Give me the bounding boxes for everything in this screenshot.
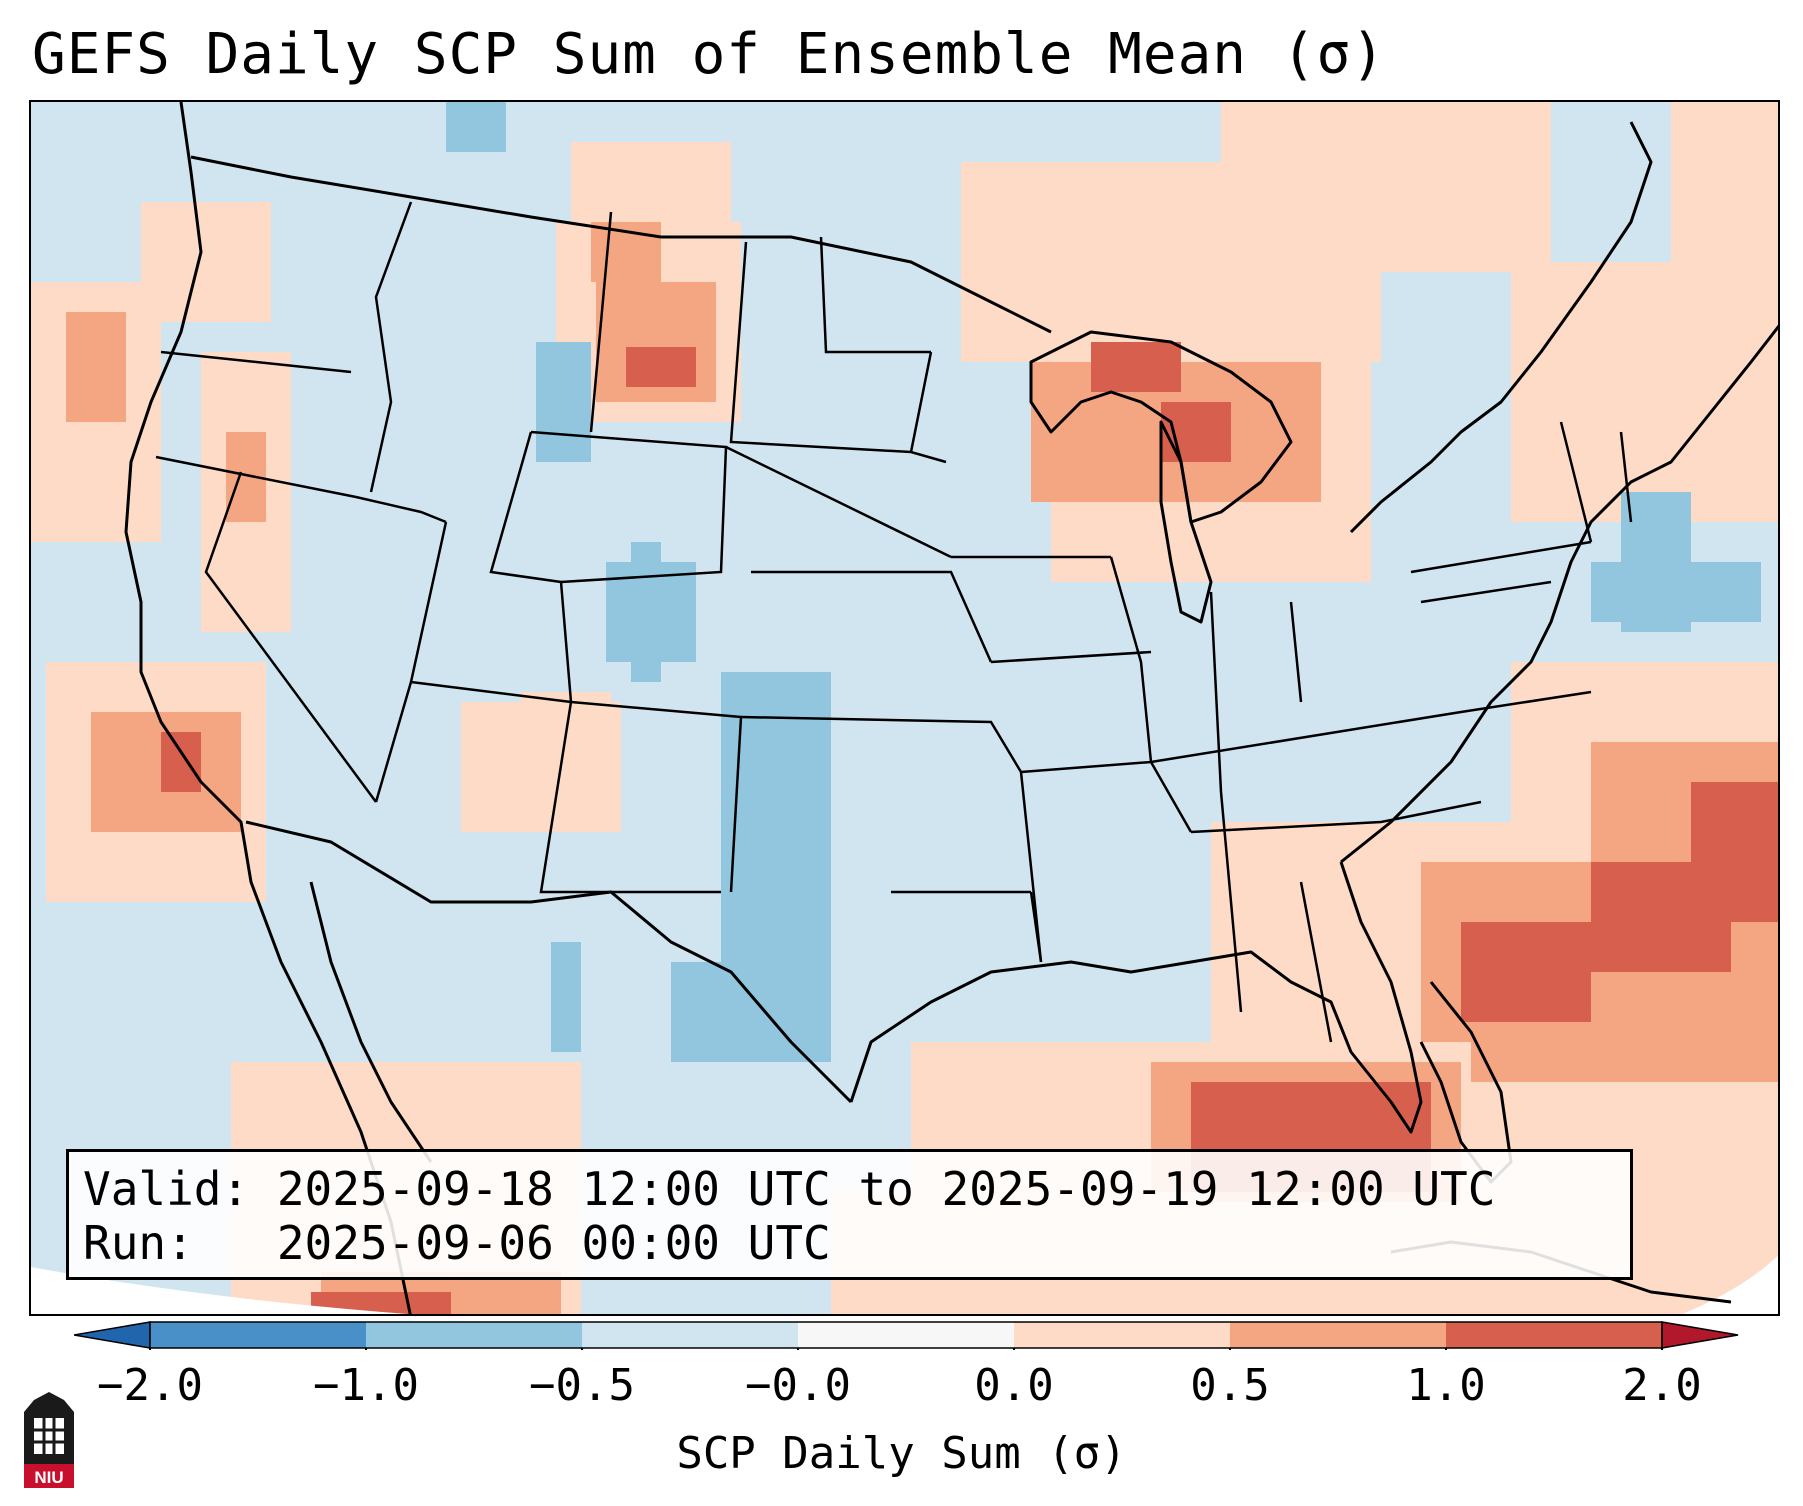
cell-dark-red [626, 347, 696, 387]
state-borders [155, 201, 1633, 1043]
niu-logo-icon: NIU [24, 1392, 74, 1488]
projection-edge [1682, 1255, 1778, 1314]
state-border [155, 455, 357, 499]
colorbar-segment [1014, 1322, 1230, 1348]
cell-light-blue [536, 342, 591, 462]
state-border [1619, 431, 1633, 523]
cell-dark-red [1091, 342, 1181, 392]
map-panel [29, 100, 1780, 1316]
colorbar-outline [149, 1321, 1663, 1349]
baja-coastline [309, 881, 433, 1163]
valid-time-text: Valid: 2025-09-18 12:00 UTC to 2025-09-1… [83, 1162, 1496, 1216]
colorbar-extend-high [1661, 1321, 1739, 1349]
state-border [751, 570, 993, 663]
cell-light-blue [671, 962, 831, 1062]
state-border [160, 350, 352, 374]
pacific-coastline [124, 102, 412, 1314]
colorbar-extend-low [74, 1321, 151, 1349]
colorbar-segment [1230, 1322, 1446, 1348]
state-border [1109, 556, 1153, 763]
colorbar-tick-label: 0.0 [974, 1360, 1054, 1411]
colorbar-segment [798, 1322, 1014, 1348]
cell-light-blue [721, 672, 831, 992]
colorbar-tick-label: 2.0 [1622, 1360, 1702, 1411]
state-border [740, 715, 1023, 773]
state-border [1410, 540, 1592, 574]
state-border [1150, 690, 1592, 764]
niu-logo-text: NIU [34, 1468, 63, 1487]
state-border [1209, 591, 1223, 793]
lake-michigan-outline [1159, 420, 1213, 624]
state-border [204, 471, 378, 803]
valid-run-info-box: Valid: 2025-09-18 12:00 UTC to 2025-09-1… [66, 1149, 1633, 1280]
colorbar-segment [1446, 1322, 1662, 1348]
cell-light-red [1511, 262, 1778, 522]
cell-light-blue [551, 942, 581, 1052]
state-border [1029, 891, 1043, 963]
colorbar-tick-label: −2.0 [97, 1360, 203, 1411]
cell-dark-red [161, 732, 201, 792]
us-canada-border [190, 155, 1052, 334]
run-time-text: Run: 2025-09-06 00:00 UTC [83, 1216, 831, 1270]
state-border [1299, 881, 1333, 1043]
state-border [729, 241, 947, 464]
state-border [1559, 421, 1593, 543]
cell-light-blue [1591, 562, 1761, 622]
colorbar-label: SCP Daily Sum (σ) [676, 1428, 1127, 1479]
cell-light-red [1181, 202, 1381, 362]
cell-mid-red [66, 312, 126, 422]
state-border [1190, 800, 1482, 834]
state-border [819, 236, 931, 354]
state-border [489, 431, 573, 703]
colorbar-tick-label: −1.0 [313, 1360, 419, 1411]
cell-dark-red [1161, 402, 1231, 462]
atlantic-coastline [1340, 324, 1778, 864]
state-border [530, 430, 728, 584]
state-border [729, 716, 743, 893]
east-canada-coast [1349, 121, 1653, 534]
coastlines [124, 102, 1778, 1314]
gulf-coastline [849, 861, 1423, 1134]
colorbar-segment [366, 1322, 582, 1348]
colorbar-segment [582, 1322, 798, 1348]
cell-dark-red [1691, 782, 1778, 922]
state-border [355, 495, 447, 524]
colorbar-ticks [149, 1348, 1663, 1350]
projection-edge [31, 1267, 408, 1314]
colorbar-tick-label: 0.5 [1190, 1360, 1270, 1411]
page-title: GEFS Daily SCP Sum of Ensemble Mean (σ) [32, 22, 1386, 87]
state-border [990, 650, 1152, 664]
state-border [1420, 580, 1552, 604]
state-border [539, 701, 721, 894]
colorbar-tick-label: −0.0 [745, 1360, 851, 1411]
state-border [1289, 601, 1303, 703]
colorbar-tick-label: 1.0 [1406, 1360, 1486, 1411]
state-border [369, 201, 413, 493]
state-border [725, 445, 952, 559]
scp-map [31, 102, 1778, 1314]
colorbar-segment [150, 1322, 366, 1348]
state-border [1219, 791, 1243, 1013]
cell-light-red [141, 202, 271, 322]
state-border [589, 211, 613, 433]
colorbar [74, 1321, 1739, 1350]
field-cells [31, 102, 1778, 1314]
cell-dark-red [311, 1292, 451, 1314]
cell-light-blue [631, 542, 661, 682]
state-border [909, 351, 933, 453]
cell-light-red [571, 142, 731, 222]
cell-dark-red [1461, 922, 1591, 1022]
cell-light-blue [446, 102, 506, 152]
cell-light-red [1671, 102, 1778, 262]
colorbar-tick-label: −0.5 [529, 1360, 635, 1411]
cell-light-red [1381, 102, 1551, 272]
